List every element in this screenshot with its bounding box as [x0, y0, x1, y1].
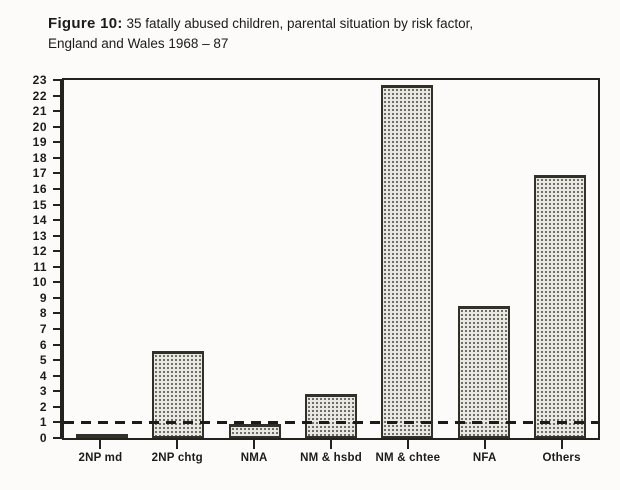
y-tick-label: 20	[32, 119, 47, 134]
bar-slot	[140, 80, 216, 438]
x-label-others: Others	[542, 452, 581, 464]
y-tick-label: 17	[32, 166, 47, 181]
y-tick-label: 11	[33, 259, 47, 274]
y-tick-label: 8	[39, 306, 47, 321]
bar-2np-chtg	[152, 350, 205, 438]
y-tick-label: 18	[32, 150, 47, 165]
x-tick-slot	[293, 440, 370, 450]
y-tick-mark	[53, 359, 62, 362]
x-label-nfa: NFA	[472, 452, 497, 464]
y-tick-mark	[53, 421, 62, 424]
y-tick-mark	[53, 296, 62, 299]
y-tick-label: 19	[32, 135, 47, 150]
y-tick-mark	[53, 374, 62, 377]
y-tick-mark	[53, 203, 62, 206]
y-tick-label: 5	[39, 353, 47, 368]
x-label-2np-chtg: 2NP chtg	[151, 452, 203, 464]
y-tick-mark	[53, 219, 62, 222]
y-tick-mark	[53, 234, 62, 237]
bar-nma	[228, 424, 281, 438]
x-tick-slot	[216, 440, 293, 450]
bar-nfa	[457, 305, 510, 438]
x-tick-mark	[483, 440, 486, 449]
x-tick-slot	[369, 440, 446, 450]
y-tick-mark	[53, 79, 62, 81]
y-tick-label: 7	[39, 322, 47, 337]
x-tick-slot	[139, 440, 216, 450]
bar-2np-md	[76, 434, 129, 438]
y-tick-mark	[53, 125, 62, 128]
y-tick-mark	[53, 343, 62, 346]
y-tick-mark	[53, 110, 62, 113]
bar-slot	[293, 80, 369, 438]
bar-slot	[217, 80, 293, 438]
x-label-2np-md: 2NP md	[78, 452, 123, 464]
y-tick-label: 16	[32, 181, 47, 196]
y-tick-label: 21	[32, 104, 47, 119]
y-tick-label: 12	[32, 244, 47, 259]
y-tick-label: 14	[32, 213, 47, 228]
figure-title: 35 fatally abused children, parental sit…	[122, 16, 474, 31]
x-tick-mark	[560, 440, 563, 449]
bar-slot	[522, 80, 598, 438]
bar-nm-hsbd	[304, 394, 357, 438]
bar-slot	[369, 80, 445, 438]
y-tick-mark	[53, 250, 62, 253]
y-tick-label: 10	[32, 275, 47, 290]
x-tick-mark	[253, 440, 256, 449]
bar-others	[533, 174, 586, 438]
y-tick-label: 3	[39, 384, 47, 399]
y-tick-mark	[53, 405, 62, 408]
y-tick-mark	[53, 141, 62, 144]
x-tick-mark	[406, 440, 409, 449]
y-tick-label: 1	[39, 415, 47, 430]
bar-nm-chtee	[381, 84, 434, 438]
x-tick-slot	[62, 440, 139, 450]
x-axis-labels: 2NP md 2NP chtg NMA NM & hsbd NM & chtee NFA O…	[62, 452, 600, 464]
x-axis-ticks	[62, 440, 600, 450]
x-label-nma: NMA	[240, 452, 268, 464]
x-tick-mark	[330, 440, 332, 449]
y-tick-mark	[53, 156, 62, 159]
y-tick-mark	[53, 172, 62, 175]
y-tick-mark	[53, 390, 62, 393]
x-tick-mark	[99, 440, 102, 449]
y-tick-label: 6	[39, 337, 47, 352]
figure-subtitle: England and Wales 1968 – 87	[48, 36, 229, 51]
x-label-nm-chtee: NM & chtee	[375, 452, 441, 464]
y-tick-mark	[53, 312, 62, 315]
y-tick-label: 2	[39, 399, 47, 414]
y-axis: 0 1 2 3 4 5 6 7 8 9 10 11 12 13 14 15 16 17 18 19 20 21 22 23	[14, 73, 62, 445]
y-axis-line	[60, 79, 62, 439]
y-tick-label: 23	[32, 73, 47, 87]
bar-slot	[64, 80, 140, 438]
y-tick-mark	[53, 328, 62, 331]
y-tick-mark	[53, 281, 62, 284]
figure-caption-line1: Figure 10: 35 fatally abused children, p…	[48, 14, 473, 34]
y-tick-mark	[53, 94, 62, 97]
x-tick-mark	[176, 440, 179, 449]
x-tick-slot	[523, 440, 600, 450]
y-tick-mark	[53, 187, 62, 190]
plot-area	[62, 78, 600, 440]
figure-caption: Figure 10: 35 fatally abused children, p…	[48, 14, 473, 54]
y-tick-label: 15	[32, 197, 47, 212]
bar-slot	[445, 80, 521, 438]
y-tick-mark	[53, 437, 62, 439]
x-tick-slot	[446, 440, 523, 450]
x-label-nm-hsbd: NM & hsbd	[300, 452, 362, 464]
reference-line	[64, 420, 598, 424]
y-tick-label: 22	[32, 88, 47, 103]
y-tick-label: 4	[39, 368, 47, 383]
figure-label: Figure 10:	[48, 15, 123, 32]
y-tick-mark	[53, 265, 62, 268]
y-tick-label: 0	[39, 431, 47, 445]
y-tick-label: 9	[39, 290, 47, 305]
y-tick-label: 13	[32, 228, 47, 243]
